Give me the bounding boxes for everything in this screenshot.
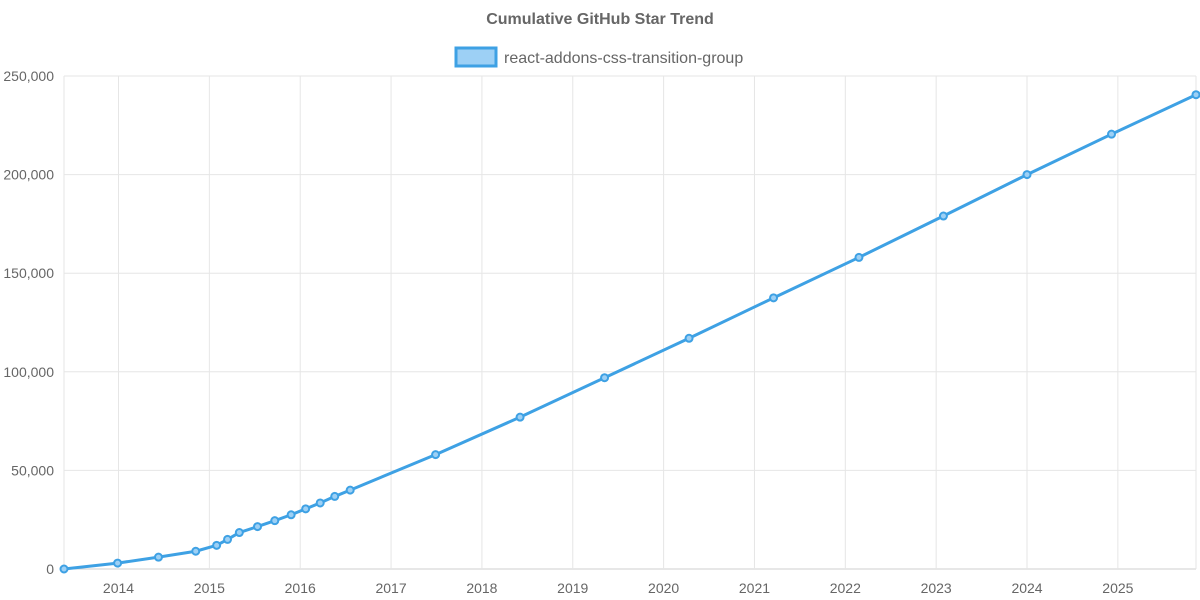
data-point[interactable] — [684, 333, 694, 343]
data-point[interactable] — [234, 528, 244, 538]
data-point[interactable] — [515, 412, 525, 422]
data-point[interactable] — [301, 504, 311, 514]
data-point[interactable] — [1107, 129, 1117, 139]
y-tick-label: 50,000 — [11, 462, 54, 478]
data-point[interactable] — [600, 373, 610, 383]
x-tick-label: 2015 — [194, 580, 225, 596]
x-tick-label: 2020 — [648, 580, 679, 596]
x-tick-label: 2023 — [921, 580, 952, 596]
data-point[interactable] — [191, 546, 201, 556]
y-tick-label: 200,000 — [3, 167, 54, 183]
data-point[interactable] — [1022, 170, 1032, 180]
data-point[interactable] — [315, 498, 325, 508]
data-point[interactable] — [212, 540, 222, 550]
y-tick-label: 0 — [46, 561, 54, 577]
data-point[interactable] — [253, 522, 263, 532]
data-point[interactable] — [223, 534, 233, 544]
x-tick-label: 2025 — [1102, 580, 1133, 596]
chart-title: Cumulative GitHub Star Trend — [486, 11, 714, 28]
legend-swatch[interactable] — [454, 46, 498, 68]
x-tick-label: 2022 — [830, 580, 861, 596]
data-point[interactable] — [431, 450, 441, 460]
x-tick-label: 2017 — [375, 580, 406, 596]
grid — [63, 75, 1197, 570]
x-tick-label: 2018 — [466, 580, 497, 596]
data-point[interactable] — [59, 564, 69, 574]
x-tick-label: 2016 — [285, 580, 316, 596]
data-point[interactable] — [330, 491, 340, 501]
x-tick-label: 2019 — [557, 580, 588, 596]
data-point[interactable] — [270, 516, 280, 526]
data-point[interactable] — [769, 293, 779, 303]
data-point[interactable] — [938, 211, 948, 221]
data-point[interactable] — [153, 552, 163, 562]
x-tick-label: 2021 — [739, 580, 770, 596]
y-tick-label: 150,000 — [3, 265, 54, 281]
data-point[interactable] — [113, 558, 123, 568]
series-line — [62, 93, 1198, 571]
series-layer — [59, 90, 1200, 574]
axes: 0 50,000 100,000 150,000 200,000 250,000 2014 2… — [3, 68, 1133, 596]
x-tick-label: 2024 — [1011, 580, 1042, 596]
y-tick-label: 250,000 — [3, 68, 54, 84]
data-point[interactable] — [854, 252, 864, 262]
data-point[interactable] — [286, 510, 296, 520]
data-point[interactable] — [1191, 90, 1200, 100]
legend[interactable]: react-addons-css-transition-group — [454, 46, 743, 68]
y-tick-label: 100,000 — [3, 364, 54, 380]
x-tick-label: 2014 — [103, 580, 134, 596]
legend-label[interactable]: react-addons-css-transition-group — [504, 50, 743, 67]
data-point[interactable] — [345, 485, 355, 495]
